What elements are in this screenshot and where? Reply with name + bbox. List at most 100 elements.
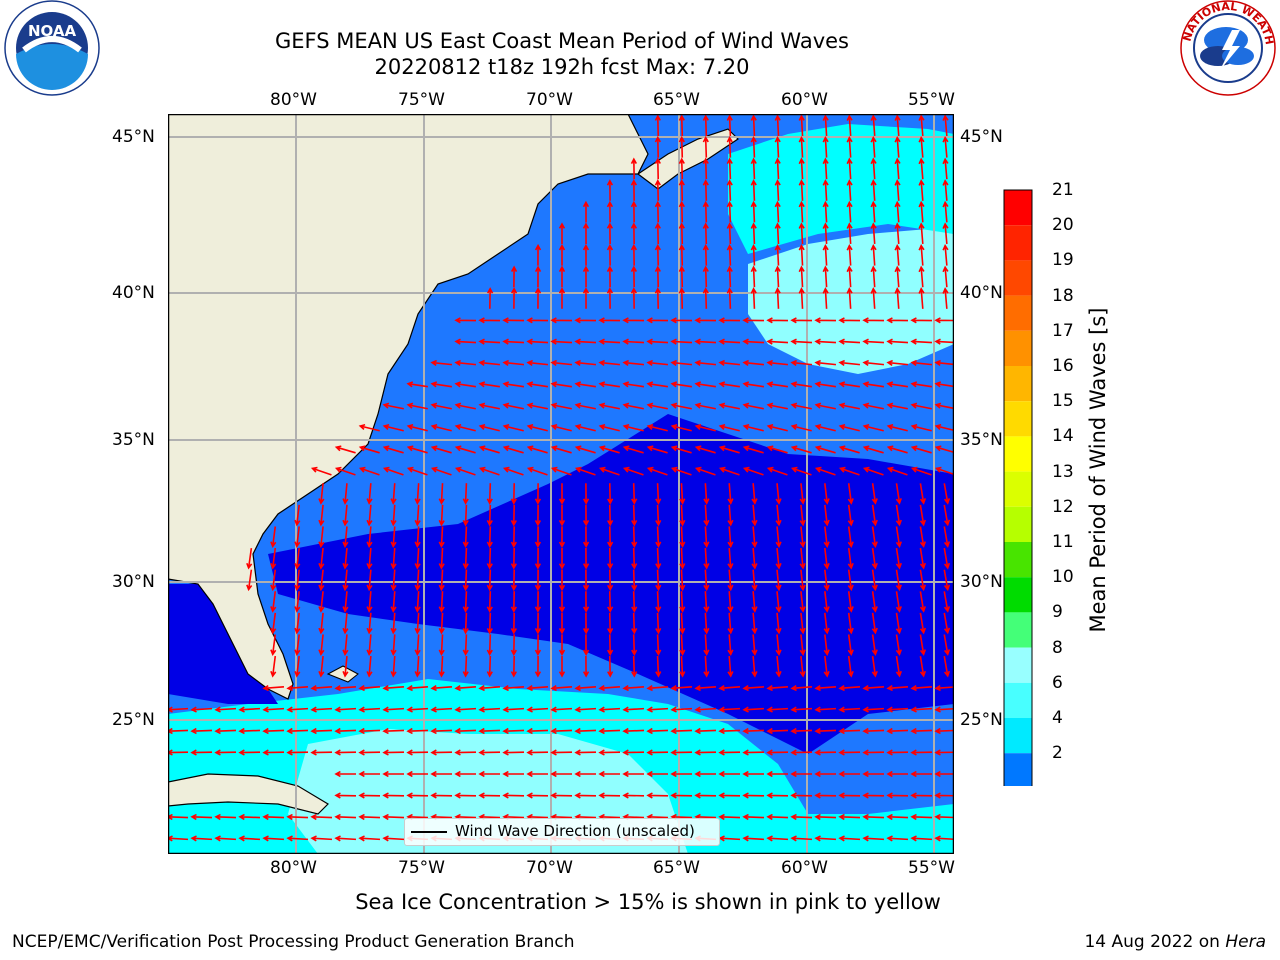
- wave-direction-arrow: [502, 684, 525, 692]
- wave-direction-arrow: [430, 792, 453, 799]
- wave-direction-arrow: [910, 813, 933, 821]
- wave-direction-arrow: [334, 749, 357, 756]
- wave-direction-arrow: [838, 684, 861, 692]
- wave-direction-arrow: [654, 200, 661, 223]
- wave-direction-arrow: [358, 445, 380, 454]
- wave-direction-arrow: [942, 265, 949, 288]
- wave-direction-arrow: [694, 706, 717, 713]
- wave-direction-arrow: [646, 749, 669, 756]
- wave-direction-arrow: [582, 483, 590, 505]
- wave-direction-arrow: [679, 483, 686, 505]
- wave-direction-arrow: [726, 222, 733, 245]
- wave-direction-arrow: [942, 243, 949, 266]
- wave-direction-arrow: [694, 381, 717, 388]
- colorbar-bin: [1004, 471, 1032, 507]
- wave-direction-arrow: [934, 835, 954, 842]
- wave-direction-arrow: [943, 548, 951, 570]
- wave-direction-arrow: [334, 813, 357, 821]
- wave-direction-arrow: [943, 591, 951, 613]
- wave-direction-arrow: [847, 526, 854, 548]
- wave-direction-arrow: [646, 381, 669, 388]
- wave-direction-arrow: [943, 483, 951, 505]
- wave-direction-arrow: [895, 569, 902, 592]
- wave-direction-arrow: [246, 569, 253, 592]
- wave-direction-arrow: [582, 265, 590, 288]
- wave-direction-arrow: [814, 338, 837, 345]
- wave-direction-arrow: [318, 526, 325, 549]
- wave-direction-arrow: [894, 287, 901, 309]
- wave-direction-arrow: [766, 317, 789, 324]
- wave-direction-arrow: [502, 770, 524, 778]
- wave-direction-arrow: [366, 655, 373, 678]
- wave-direction-arrow: [727, 655, 734, 678]
- wave-direction-arrow: [430, 423, 452, 432]
- wave-direction-arrow: [862, 381, 885, 388]
- wave-direction-arrow: [790, 770, 812, 778]
- lat-tick-left: 25°N: [112, 710, 155, 730]
- wave-direction-arrow: [846, 222, 853, 245]
- wave-direction-arrow: [846, 265, 853, 288]
- wave-direction-arrow: [382, 706, 405, 713]
- wave-direction-arrow: [702, 114, 709, 137]
- wave-direction-arrow: [774, 200, 781, 223]
- wave-direction-arrow: [607, 483, 614, 505]
- wave-direction-arrow: [246, 547, 253, 570]
- wave-direction-arrow: [646, 423, 668, 432]
- wave-direction-arrow: [270, 634, 277, 656]
- wave-direction-arrow: [630, 179, 638, 201]
- wave-direction-arrow: [654, 157, 661, 180]
- noaa-logo: NOAA: [4, 0, 100, 96]
- nws-logo: NATIONAL WEATHER SERVICE: [1178, 0, 1276, 96]
- colorbar-bin: [1004, 436, 1032, 472]
- wave-direction-arrow: [670, 338, 693, 345]
- wave-direction-arrow: [262, 835, 285, 842]
- colorbar-tick: 8: [1052, 637, 1063, 658]
- wave-direction-arrow: [358, 423, 380, 432]
- wave-direction-arrow: [678, 135, 685, 158]
- wave-direction-arrow: [270, 547, 277, 570]
- wave-direction-arrow: [799, 655, 806, 678]
- wave-direction-arrow: [838, 770, 860, 778]
- wave-direction-arrow: [742, 423, 764, 432]
- wave-direction-arrow: [646, 466, 668, 476]
- wave-direction-arrow: [310, 466, 332, 476]
- colorbar-tick: 11: [1052, 532, 1074, 552]
- wave-direction-arrow: [534, 504, 542, 527]
- wave-direction-arrow: [919, 504, 927, 527]
- wave-direction-arrow: [598, 792, 621, 799]
- wave-direction-arrow: [814, 423, 836, 432]
- wave-direction-arrow: [414, 526, 421, 549]
- wave-direction-arrow: [894, 179, 901, 201]
- wave-direction-arrow: [318, 612, 325, 635]
- colorbar-bin: [1004, 753, 1032, 786]
- wave-direction-arrow: [727, 483, 734, 505]
- wave-direction-arrow: [774, 287, 781, 309]
- wave-direction-arrow: [622, 317, 645, 324]
- wave-direction-arrow: [366, 483, 373, 505]
- wave-direction-arrow: [558, 569, 566, 592]
- wave-direction-arrow: [630, 243, 638, 266]
- wave-direction-arrow: [919, 569, 927, 592]
- wave-direction-arrow: [742, 338, 765, 345]
- wave-direction-arrow: [894, 135, 901, 158]
- wave-direction-arrow: [342, 569, 349, 592]
- wave-direction-arrow: [814, 466, 836, 476]
- wave-direction-arrow: [870, 287, 877, 309]
- wave-direction-arrow: [934, 706, 954, 713]
- wave-direction-arrow: [478, 792, 501, 799]
- wave-direction-arrow: [318, 655, 325, 678]
- wave-direction-arrow: [838, 445, 860, 454]
- wave-direction-arrow: [607, 612, 614, 635]
- lon-tick-top: 75°W: [398, 90, 445, 110]
- wave-direction-arrow: [607, 569, 614, 592]
- wave-direction-arrow: [454, 381, 477, 388]
- wave-direction-arrow: [430, 402, 452, 410]
- wave-direction-arrow: [574, 727, 597, 735]
- wave-direction-arrow: [631, 483, 638, 505]
- land-north-america: [168, 114, 649, 700]
- wave-direction-arrow: [910, 445, 932, 454]
- wave-direction-arrow: [838, 423, 860, 432]
- wave-direction-arrow: [742, 706, 765, 713]
- wave-direction-arrow: [486, 591, 493, 613]
- wave-direction-arrow: [358, 770, 380, 778]
